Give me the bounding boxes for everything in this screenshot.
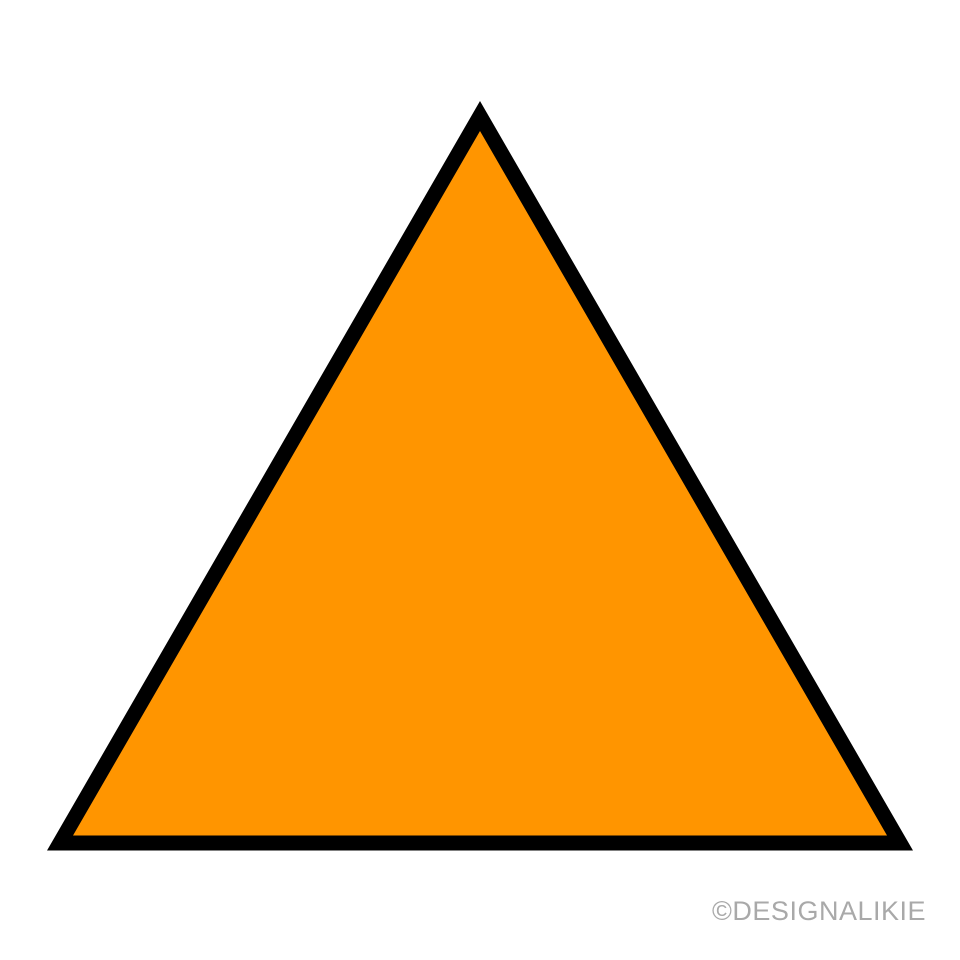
triangle-shape — [47, 101, 913, 851]
copyright-watermark: ©DESIGNALIKIE — [712, 896, 926, 926]
